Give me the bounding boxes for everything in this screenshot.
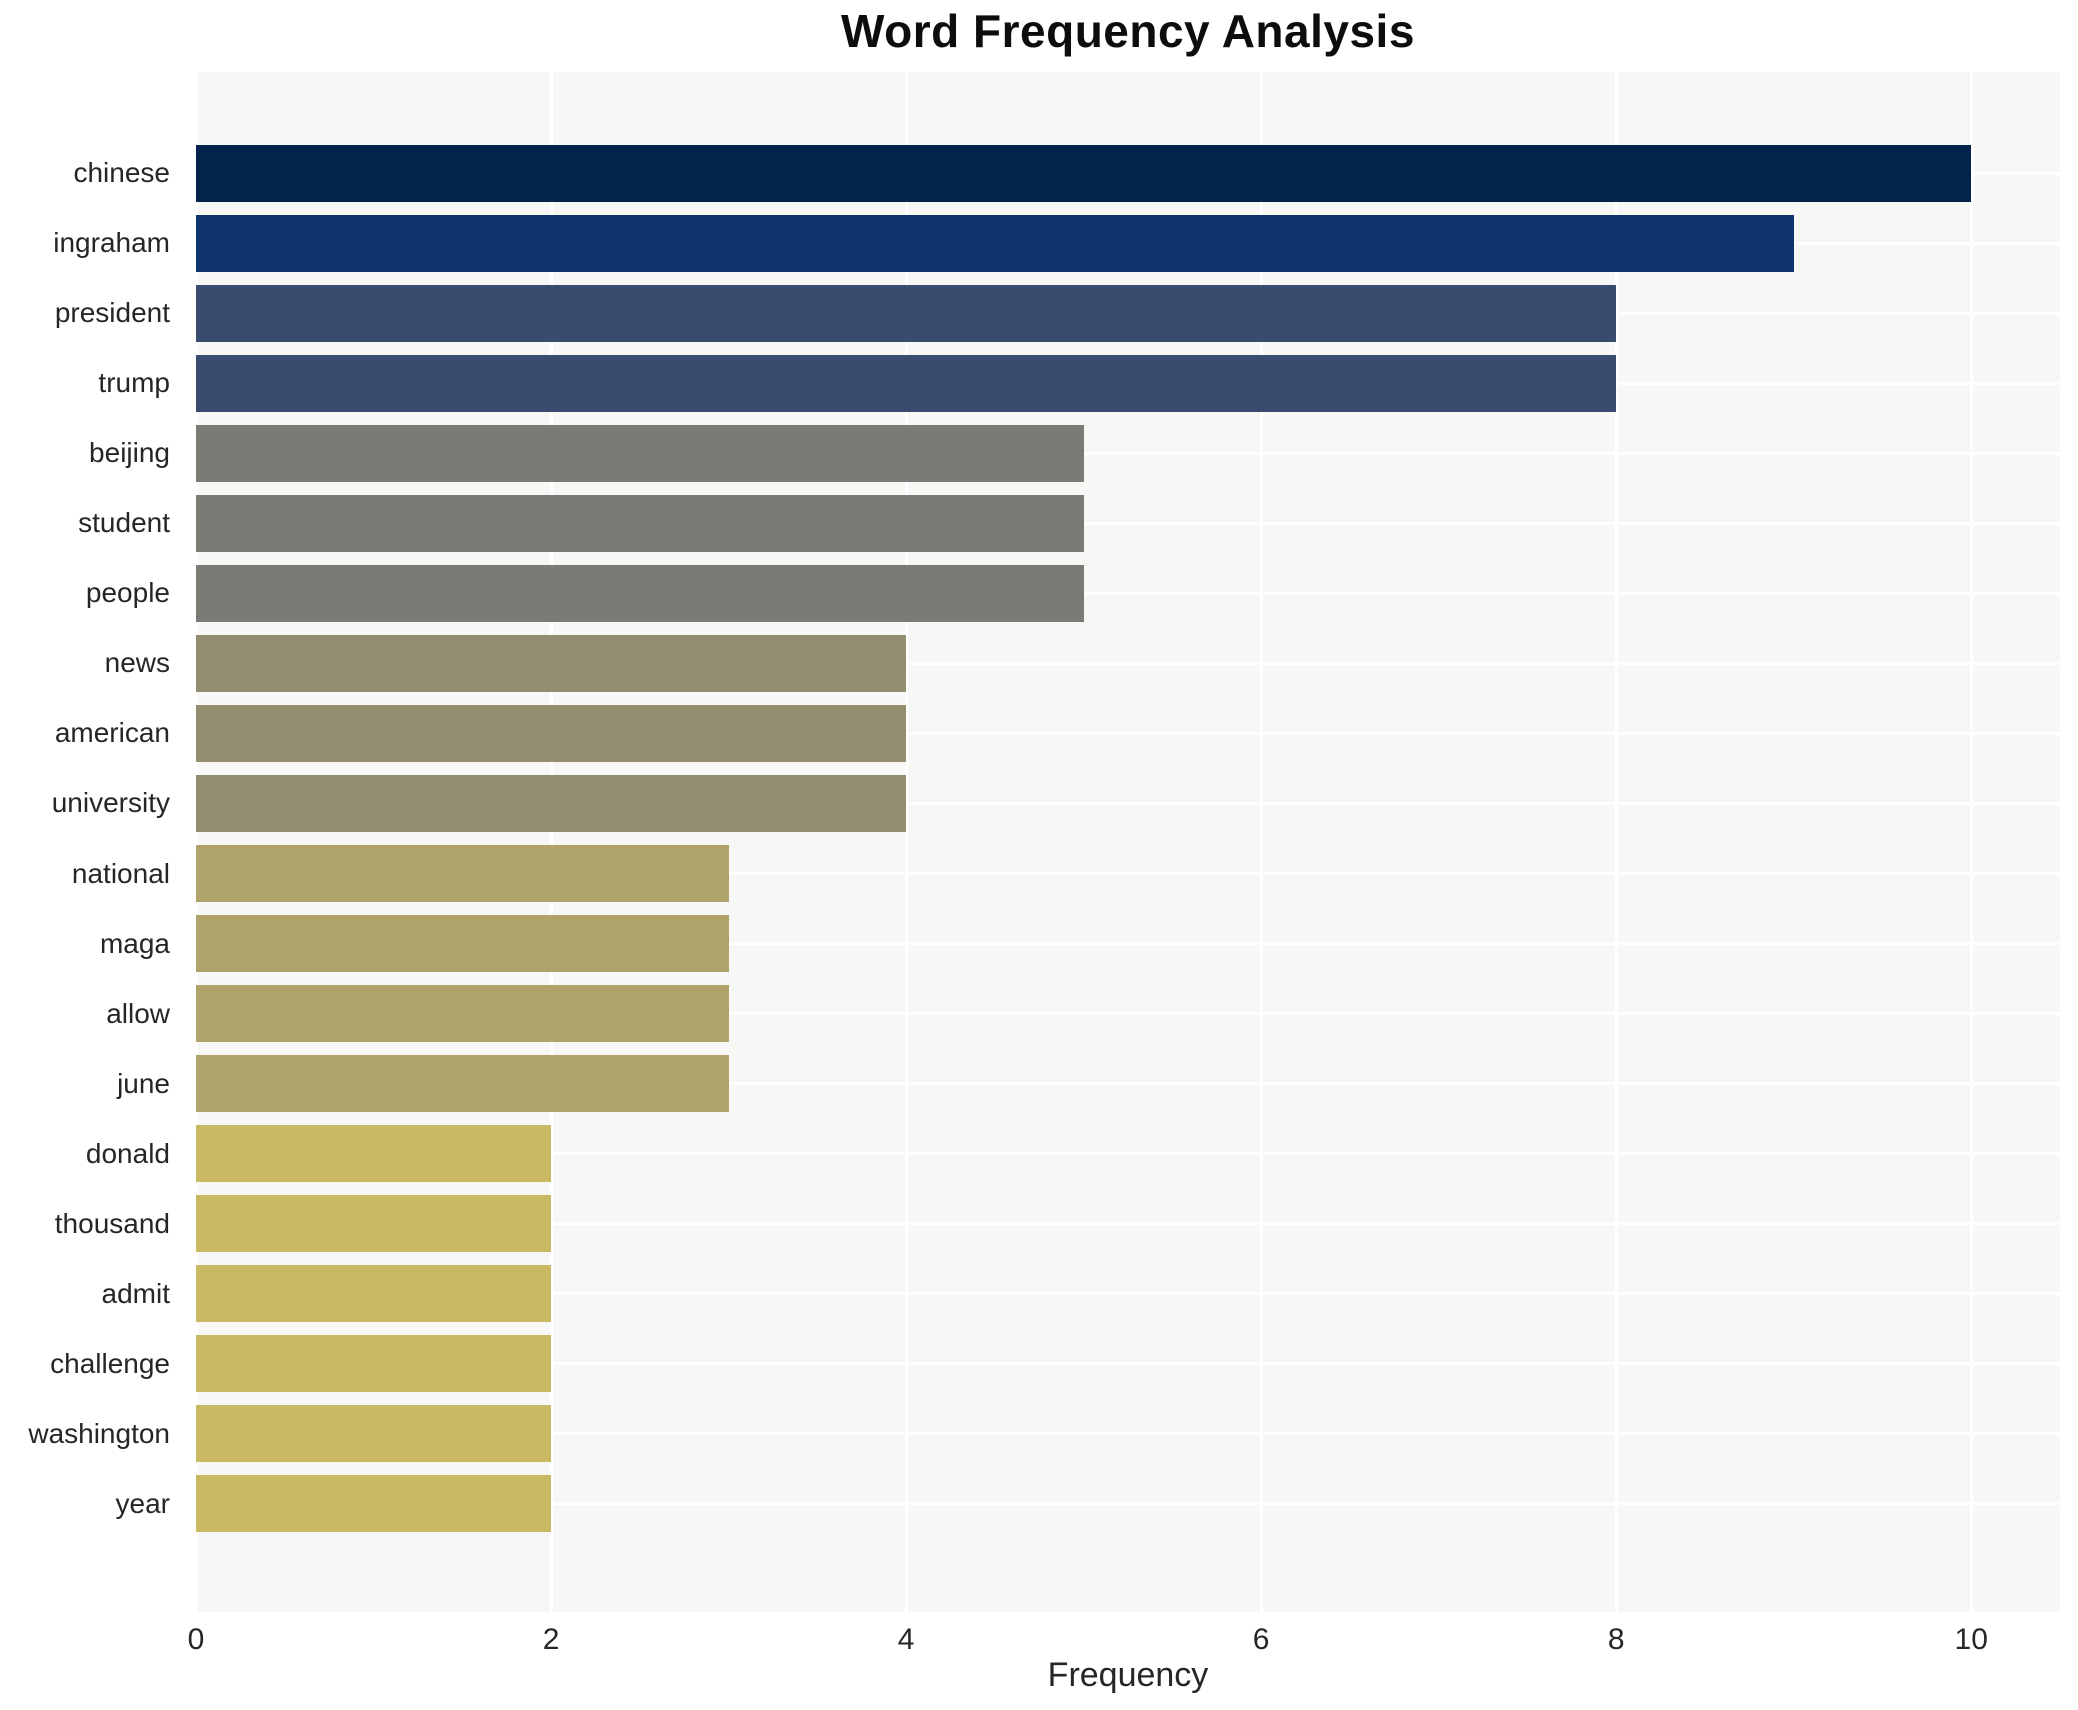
bar-national	[196, 845, 729, 903]
gridline-y-donald	[196, 1152, 2060, 1156]
bar-president	[196, 284, 1617, 342]
gridline-y-allow	[196, 1012, 2060, 1016]
bar-american	[196, 704, 907, 762]
bar-people	[196, 564, 1084, 622]
bar-beijing	[196, 424, 1084, 482]
gridline-y-beijing	[196, 451, 2060, 455]
bar-admit	[196, 1265, 552, 1323]
x-tick-label-10: 10	[1954, 1623, 1988, 1656]
y-tick-label-news: news	[104, 647, 170, 679]
gridline-y-national	[196, 872, 2060, 876]
gridline-y-june	[196, 1082, 2060, 1086]
gridline-y-student	[196, 521, 2060, 525]
bar-university	[196, 774, 907, 832]
y-tick-label-student: student	[78, 507, 170, 539]
bar-washington	[196, 1405, 552, 1463]
y-tick-label-people: people	[85, 577, 170, 609]
y-tick-label-american: american	[54, 717, 170, 749]
x-tick-label-2: 2	[542, 1623, 560, 1656]
gridline-y-university	[196, 801, 2060, 805]
gridline-y-challenge	[196, 1362, 2060, 1366]
bar-maga	[196, 915, 729, 973]
plot-area	[194, 72, 2060, 1612]
bar-year	[196, 1475, 552, 1533]
gridline-x-10	[1969, 72, 1973, 1612]
x-tick-label-6: 6	[1252, 1623, 1270, 1656]
gridline-x-2	[549, 72, 553, 1612]
bar-allow	[196, 985, 729, 1043]
y-tick-label-june: june	[117, 1067, 170, 1099]
y-tick-label-university: university	[51, 787, 170, 819]
x-axis-title: Frequency	[1047, 1656, 1209, 1694]
y-tick-label-year: year	[115, 1487, 170, 1519]
bar-challenge	[196, 1335, 552, 1393]
y-tick-label-admit: admit	[101, 1277, 170, 1309]
y-tick-label-president: president	[54, 297, 170, 329]
y-tick-label-thousand: thousand	[54, 1207, 170, 1239]
x-tick-label-4: 4	[897, 1623, 915, 1656]
y-tick-label-challenge: challenge	[50, 1347, 170, 1379]
y-tick-label-allow: allow	[106, 997, 170, 1029]
gridline-y-news	[196, 661, 2060, 665]
bar-chinese	[196, 144, 1972, 202]
bar-thousand	[196, 1195, 552, 1253]
x-tick-label-0: 0	[187, 1623, 205, 1656]
y-tick-label-chinese: chinese	[73, 157, 170, 189]
x-tick-label-8: 8	[1607, 1623, 1625, 1656]
gridline-y-thousand	[196, 1222, 2060, 1226]
bar-trump	[196, 354, 1617, 412]
gridline-y-maga	[196, 942, 2060, 946]
y-tick-label-maga: maga	[99, 927, 170, 959]
gridline-x-0	[194, 72, 198, 1612]
bar-ingraham	[196, 214, 1794, 272]
gridline-y-washington	[196, 1432, 2060, 1436]
gridline-y-american	[196, 731, 2060, 735]
gridline-y-year	[196, 1502, 2060, 1506]
chart-title: Word Frequency Analysis	[841, 5, 1415, 57]
gridline-x-4	[904, 72, 908, 1612]
bar-donald	[196, 1125, 552, 1183]
gridline-x-8	[1614, 72, 1618, 1612]
bar-student	[196, 494, 1084, 552]
bar-news	[196, 634, 907, 692]
bar-june	[196, 1055, 729, 1113]
gridline-x-6	[1259, 72, 1263, 1612]
y-tick-label-trump: trump	[98, 367, 170, 399]
y-tick-label-beijing: beijing	[89, 437, 170, 469]
gridline-y-admit	[196, 1292, 2060, 1296]
y-tick-label-ingraham: ingraham	[53, 227, 170, 259]
gridline-y-people	[196, 591, 2060, 595]
y-tick-label-washington: washington	[28, 1417, 170, 1449]
y-tick-label-donald: donald	[85, 1137, 170, 1169]
y-tick-label-national: national	[71, 857, 170, 889]
